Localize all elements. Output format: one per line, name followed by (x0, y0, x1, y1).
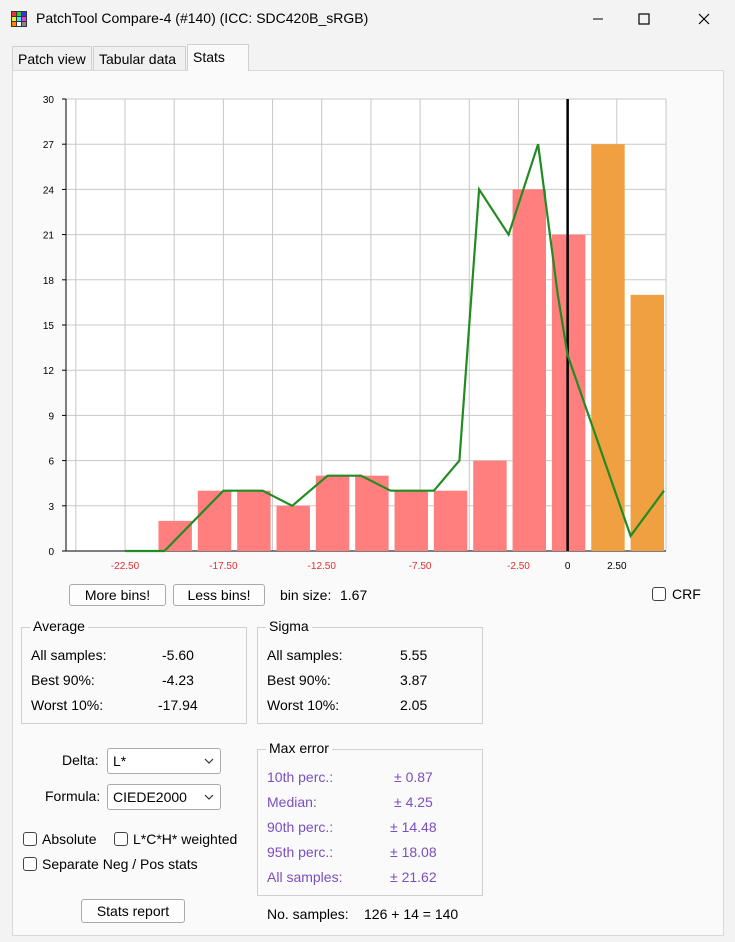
max-error-title: Max error (266, 740, 332, 756)
y-tick-label: 6 (48, 457, 54, 468)
x-tick-label: -22.50 (111, 561, 140, 572)
y-tick-label: 21 (43, 231, 55, 242)
frequency-line (125, 143, 665, 553)
max-error-median-label: Median: (267, 794, 317, 810)
y-tick-label: 0 (48, 547, 54, 558)
y-tick-label: 30 (43, 95, 55, 106)
absolute-label: Absolute (42, 831, 97, 847)
formula-label: Formula: (45, 788, 101, 804)
y-tick-label: 27 (43, 140, 55, 151)
average-title: Average (30, 618, 88, 634)
y-tick-label: 12 (43, 366, 55, 377)
histogram-bar (237, 490, 271, 551)
minimize-button[interactable] (575, 0, 621, 38)
sigma-title: Sigma (266, 618, 312, 634)
delta-label: Delta: (62, 752, 99, 768)
maximize-icon (638, 13, 650, 25)
max-error-median-value: ± 4.25 (394, 794, 433, 810)
average-all-label: All samples: (31, 647, 107, 663)
y-tick-label: 3 (48, 502, 54, 513)
histogram-chart: 0 3 6 9 12 15 18 21 24 27 30 -22.50 -17.50 -12.50 -7.5… (43, 95, 667, 572)
stats-report-button[interactable]: Stats report (81, 899, 185, 923)
max-error-all-value: ± 21.62 (390, 869, 437, 885)
histogram-bar (394, 490, 428, 551)
sigma-all-label: All samples: (267, 647, 343, 663)
sigma-group: Sigma All samples: 5.55 Best 90%: 3.87 W… (257, 618, 483, 724)
histogram-bar (355, 475, 389, 551)
crf-checkbox[interactable] (652, 587, 666, 601)
separate-stats-label: Separate Neg / Pos stats (42, 856, 198, 872)
histogram-bar (315, 475, 350, 551)
sigma-best-value: 3.87 (400, 672, 428, 688)
sigma-all-value: 5.55 (400, 647, 428, 663)
delta-select[interactable]: L* (107, 748, 221, 774)
more-bins-button[interactable]: More bins! (69, 584, 166, 606)
sigma-worst-label: Worst 10%: (267, 697, 340, 713)
stats-panel: 0 3 6 9 12 15 18 21 24 27 30 -22.50 -17.50 -12.50 -7.5… (12, 70, 724, 936)
sigma-best-label: Best 90%: (267, 672, 331, 688)
tab-tabular-data[interactable]: Tabular data (93, 46, 186, 70)
max-error-p90-label: 90th perc.: (267, 819, 334, 835)
sigma-worst-value: 2.05 (400, 697, 428, 713)
y-tick-label: 9 (48, 411, 54, 422)
y-tick-label: 15 (43, 321, 55, 332)
minimize-icon (593, 18, 603, 20)
crf-label: CRF (672, 586, 701, 602)
histogram-bar (512, 189, 546, 551)
histogram-bar (433, 490, 468, 551)
x-tick-label: -2.50 (507, 561, 530, 572)
x-tick-label: -17.50 (209, 561, 238, 572)
close-icon (698, 13, 710, 25)
histogram-bar (473, 460, 507, 551)
max-error-p90-value: ± 14.48 (390, 819, 437, 835)
x-tick-label: 2.50 (607, 561, 627, 572)
max-error-p95-label: 95th perc.: (267, 844, 334, 860)
max-error-group: Max error 10th perc.: ± 0.87 Median: ± 4… (257, 740, 483, 896)
tab-stats[interactable]: Stats (187, 44, 249, 71)
bin-size-value: 1.67 (340, 587, 368, 603)
separate-stats-checkbox[interactable] (23, 857, 37, 871)
y-tick-label: 18 (43, 276, 55, 287)
average-group: Average All samples: -5.60 Best 90%: -4.… (21, 618, 247, 724)
app-icon (11, 11, 27, 27)
max-error-all-label: All samples: (267, 869, 343, 885)
x-tick-label: -7.50 (409, 561, 432, 572)
chevron-down-icon (204, 794, 214, 800)
x-tick-label: -12.50 (308, 561, 337, 572)
max-error-p95-value: ± 18.08 (390, 844, 437, 860)
tab-patch-view[interactable]: Patch view (12, 46, 92, 70)
bin-size-label: bin size: (280, 587, 332, 603)
samples-value: 126 + 14 = 140 (364, 906, 459, 922)
average-best-value: -4.23 (162, 672, 194, 688)
lch-weighted-label: L*C*H* weighted (133, 831, 238, 847)
histogram-bar (591, 144, 625, 551)
title-bar: PatchTool Compare-4 (#140) (ICC: SDC420B… (0, 0, 735, 38)
histogram-bar (276, 505, 310, 551)
average-worst-value: -17.94 (158, 697, 198, 713)
formula-select[interactable]: CIEDE2000 (107, 784, 221, 810)
histogram-bar (158, 520, 192, 551)
maximize-button[interactable] (621, 0, 667, 38)
lch-weighted-checkbox[interactable] (114, 832, 128, 846)
max-error-p10-label: 10th perc.: (267, 769, 334, 785)
less-bins-button[interactable]: Less bins! (173, 584, 265, 606)
average-best-label: Best 90%: (31, 672, 95, 688)
average-worst-label: Worst 10%: (31, 697, 104, 713)
y-tick-label: 24 (43, 185, 55, 196)
max-error-p10-value: ± 0.87 (394, 769, 433, 785)
close-button[interactable] (681, 0, 727, 38)
histogram-bar (630, 294, 665, 551)
window-title: PatchTool Compare-4 (#140) (ICC: SDC420B… (36, 10, 369, 26)
absolute-checkbox[interactable] (23, 832, 37, 846)
x-tick-label: 0 (565, 561, 571, 572)
average-all-value: -5.60 (162, 647, 194, 663)
chevron-down-icon (204, 758, 214, 764)
samples-label: No. samples: (267, 906, 349, 922)
